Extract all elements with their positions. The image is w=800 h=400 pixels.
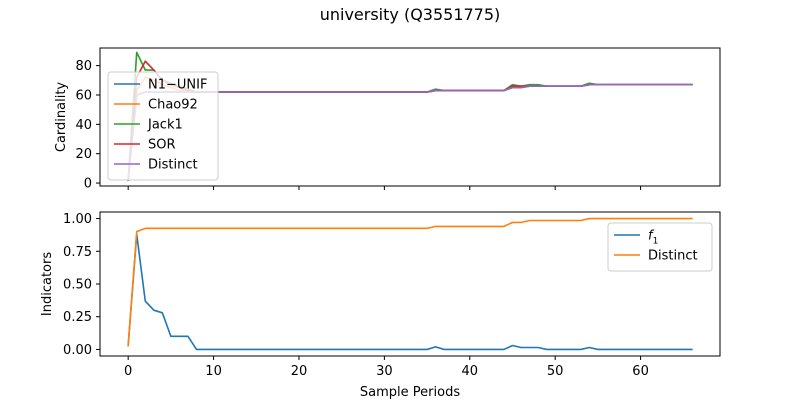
legend-label-0-1: Chao92 [148,98,198,113]
x-tick-label-1-5: 50 [547,364,564,379]
axes-frame-0 [99,47,721,187]
x-tick-label-1-1: 10 [205,364,222,379]
y-tick-label-0-2: 40 [75,118,92,133]
legend-label-0-0: N1−UNIF [148,78,207,93]
y-tick-label-0-4: 80 [75,59,92,74]
y-axis-label-1: Indicators [40,252,55,316]
legend-box-1 [607,222,713,272]
series-line-1-1 [127,217,693,347]
x-axis-label-1: Sample Periods [360,385,460,400]
figure-title: university (Q3551775) [320,5,501,24]
y-axis-label-0: Cardinality [54,82,69,153]
x-tick-label-1-6: 60 [632,364,649,379]
x-tick-label-1-3: 30 [376,364,393,379]
y-tick-label-1-4: 1.00 [63,212,92,227]
indicators-panel: 0 10 20 30 40 50 60 0.00 0.25 0.50 0.75 1.00 Indicat… [40,211,721,400]
legend-1: f1 Distinct [607,222,713,272]
cardinality-panel: 0 20 40 60 80 Cardinality N1−UNIF Chao92 Jack1 SO… [54,47,721,192]
legend-label-1-0: f1 [648,229,658,247]
x-tick-label-1-0: 0 [124,364,132,379]
legend-label-1-1: Distinct [648,249,698,264]
y-tick-label-0-3: 60 [75,88,92,103]
x-tick-label-1-4: 40 [462,364,479,379]
legend-box-0 [107,71,219,181]
series-line-0-4 [127,83,693,182]
legend-label-0-4: Distinct [148,158,198,173]
legend-label-0-2: Jack1 [147,118,183,133]
y-tick-label-0-0: 0 [84,177,92,192]
y-tick-label-1-2: 0.50 [63,278,92,293]
y-tick-label-1-1: 0.25 [63,310,92,325]
series-line-1-0 [127,233,693,351]
y-tick-label-1-0: 0.00 [63,343,92,358]
legend-label-0-3: SOR [148,138,176,153]
legend-0: N1−UNIF Chao92 Jack1 SOR Distinct [107,71,219,181]
y-tick-label-0-1: 20 [75,147,92,162]
y-tick-label-1-3: 0.75 [63,245,92,260]
x-tick-label-1-2: 20 [291,364,308,379]
